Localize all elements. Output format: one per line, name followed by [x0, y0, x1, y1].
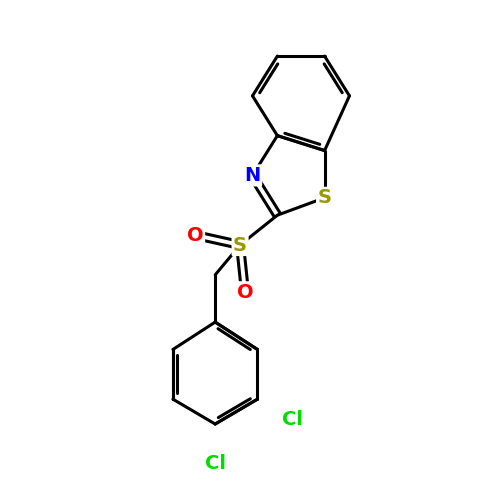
Text: Cl: Cl — [204, 454, 226, 473]
Text: O: O — [187, 226, 204, 244]
Text: S: S — [318, 188, 332, 208]
Text: Cl: Cl — [282, 410, 303, 428]
Text: S: S — [233, 236, 247, 255]
Text: N: N — [244, 166, 260, 185]
Text: O: O — [236, 283, 254, 302]
